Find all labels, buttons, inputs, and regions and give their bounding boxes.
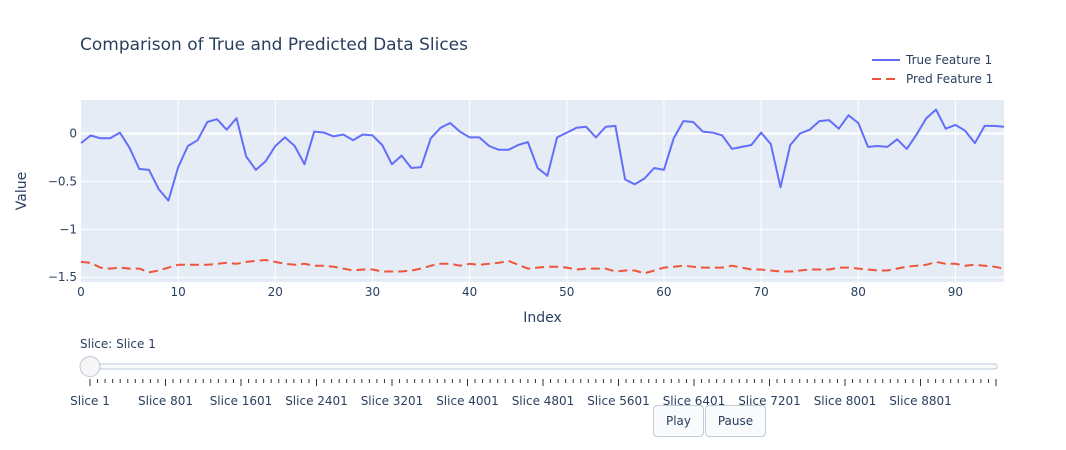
x-tick-label: 60 bbox=[656, 285, 671, 299]
x-tick-label: 80 bbox=[851, 285, 866, 299]
slider-tick-label: Slice 1 bbox=[70, 394, 110, 408]
chart-title: Comparison of True and Predicted Data Sl… bbox=[80, 35, 468, 55]
y-axis-title: Value bbox=[14, 172, 30, 210]
slider-tick-labels: Slice 1 Slice 801 Slice 1601 Slice 2401 Slic… bbox=[70, 394, 952, 408]
y-tick-label: −1 bbox=[59, 222, 77, 236]
slider-tick-label: Slice 2401 bbox=[285, 394, 348, 408]
x-tick-label: 70 bbox=[753, 285, 768, 299]
x-tick-label: 0 bbox=[77, 285, 85, 299]
slider-tick-label: Slice 8001 bbox=[814, 394, 877, 408]
slider-tick-label: Slice 8801 bbox=[889, 394, 952, 408]
play-button[interactable]: Play bbox=[653, 405, 704, 437]
legend-label-pred: Pred Feature 1 bbox=[906, 72, 993, 86]
slider-tick-label: Slice 5601 bbox=[587, 394, 650, 408]
x-tick-label: 90 bbox=[948, 285, 963, 299]
plot-background bbox=[81, 100, 1004, 282]
slider-tick-label: Slice 1601 bbox=[210, 394, 273, 408]
y-tick-label: 0 bbox=[69, 127, 77, 141]
x-tick-label: 20 bbox=[268, 285, 283, 299]
slider-tick-label: Slice 3201 bbox=[361, 394, 424, 408]
slider-tick-label: Slice 4001 bbox=[436, 394, 499, 408]
pause-button[interactable]: Pause bbox=[705, 405, 766, 437]
slider-rail[interactable] bbox=[89, 364, 997, 369]
x-tick-label: 10 bbox=[171, 285, 186, 299]
slider-current-label: Slice: Slice 1 bbox=[80, 337, 156, 351]
legend[interactable]: True Feature 1 Pred Feature 1 bbox=[872, 53, 993, 86]
slider-ticks bbox=[90, 379, 996, 386]
y-tick-label: −0.5 bbox=[48, 174, 77, 188]
x-tick-label: 40 bbox=[462, 285, 477, 299]
x-tick-label: 30 bbox=[365, 285, 380, 299]
y-axis-ticks: 0 −0.5 −1 −1.5 bbox=[48, 127, 77, 285]
x-axis-ticks: 0 10 20 30 40 50 60 70 80 90 bbox=[77, 285, 963, 299]
y-tick-label: −1.5 bbox=[48, 270, 77, 284]
slider-tick-label: Slice 4801 bbox=[512, 394, 575, 408]
slider-handle[interactable] bbox=[80, 357, 100, 377]
legend-label-true: True Feature 1 bbox=[905, 53, 992, 67]
x-axis-title: Index bbox=[523, 310, 562, 326]
x-tick-label: 50 bbox=[559, 285, 574, 299]
slider-tick-label: Slice 801 bbox=[138, 394, 193, 408]
